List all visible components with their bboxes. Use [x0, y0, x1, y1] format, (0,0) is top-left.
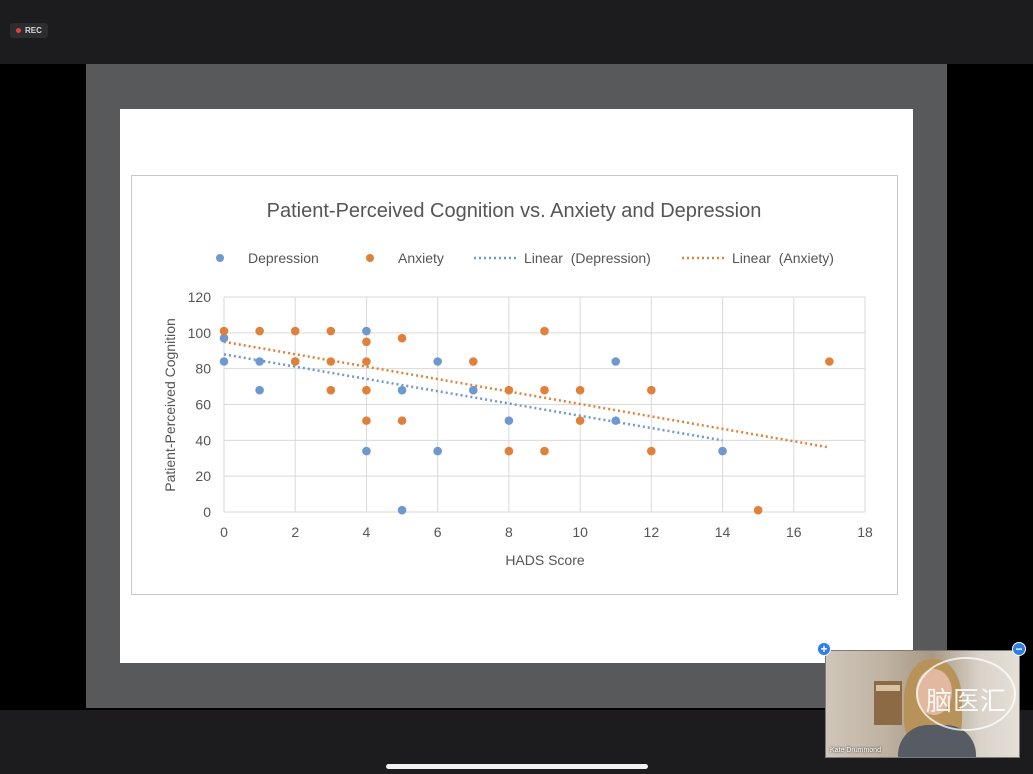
watermark-text: 脑医汇 [926, 687, 1008, 717]
depression-point [433, 357, 442, 366]
x-tick-label: 10 [572, 524, 588, 540]
y-tick-label: 60 [195, 397, 211, 413]
x-tick-label: 18 [857, 524, 873, 540]
anxiety-point [575, 385, 585, 395]
y-axis-label: Patient-Perceived Cognition [162, 318, 178, 492]
anxiety-point [825, 357, 834, 366]
chart-border [131, 175, 898, 595]
x-tick-label: 0 [220, 524, 228, 540]
x-tick-label: 12 [644, 524, 660, 540]
scatter-chart: Patient-Perceived Cognition vs. Anxiety … [162, 200, 873, 568]
y-tick-label: 0 [203, 504, 211, 520]
participant-name: Kate Drummond [830, 747, 881, 754]
anxiety-point [540, 385, 549, 395]
trendline-depression [223, 353, 723, 442]
recording-label: REC [25, 26, 42, 35]
legend-linear-anxiety-label: Linear (Anxiety) [732, 250, 834, 266]
depression-point [362, 446, 371, 456]
anxiety-point [326, 357, 336, 366]
anxiety-point [753, 505, 763, 515]
home-indicator[interactable] [386, 764, 648, 769]
chart-legend: Depression Anxiety Linear (Depression) L… [216, 250, 834, 266]
anxiety-point [255, 326, 264, 336]
trendline-anxiety [223, 340, 830, 449]
depression-point [611, 357, 621, 366]
legend-anxiety-marker [366, 254, 374, 262]
depression-point [362, 326, 371, 336]
anxiety-point [647, 385, 656, 395]
anxiety-point [647, 446, 656, 456]
x-tick-label: 16 [786, 524, 802, 540]
x-tick-label: 6 [434, 524, 442, 540]
anxiety-point [362, 337, 371, 347]
add-video-icon[interactable]: + [817, 642, 831, 656]
anxiety-point [290, 357, 300, 366]
chart-title: Patient-Perceived Cognition vs. Anxiety … [267, 200, 762, 222]
y-tick-label: 20 [195, 468, 211, 484]
anxiety-point [326, 385, 336, 395]
y-tick-label: 120 [188, 289, 212, 305]
axis-ticks: 0 2 4 6 8 10 12 14 16 18 0 20 40 60 80 100 120 [188, 289, 873, 540]
watermark-logo-icon [916, 657, 1016, 731]
legend-depression-label: Depression [248, 250, 319, 266]
legend-depression-marker [216, 254, 224, 262]
minimize-video-icon[interactable]: − [1012, 642, 1026, 656]
legend-anxiety-label: Anxiety [398, 250, 444, 266]
trendlines [223, 340, 830, 449]
x-tick-label: 4 [363, 524, 371, 540]
depression-point [255, 357, 264, 366]
depression-point [468, 385, 478, 395]
anxiety-point [362, 385, 371, 395]
x-tick-label: 14 [715, 524, 731, 540]
depression-point [255, 385, 264, 395]
x-tick-label: 2 [291, 524, 299, 540]
anxiety-point [362, 416, 371, 425]
depression-point [433, 446, 442, 456]
background-frame [876, 685, 900, 691]
anxiety-point [397, 416, 407, 425]
anxiety-point [397, 333, 407, 343]
recording-badge[interactable]: REC [10, 23, 48, 38]
legend-linear-depression-label: Linear (Depression) [524, 250, 651, 266]
anxiety-point [540, 446, 549, 456]
y-tick-label: 100 [188, 325, 212, 341]
depression-point [397, 505, 407, 515]
depression-point [611, 416, 621, 425]
data-points [219, 326, 834, 515]
anxiety-point [219, 326, 229, 336]
anxiety-point [540, 326, 549, 336]
x-axis-label: HADS Score [505, 552, 585, 568]
depression-point [219, 357, 229, 366]
x-tick-label: 8 [505, 524, 513, 540]
anxiety-point [362, 357, 371, 366]
y-tick-label: 80 [195, 361, 211, 377]
depression-point [219, 333, 229, 343]
depression-point [397, 385, 407, 395]
anxiety-point [504, 385, 514, 395]
y-tick-label: 40 [195, 432, 211, 448]
participant-video-tile[interactable]: 脑医汇 Kate Drummond [825, 650, 1020, 758]
depression-point [718, 446, 727, 456]
top-toolbar [0, 0, 1033, 64]
record-dot-icon [16, 28, 21, 33]
depression-point [504, 416, 514, 425]
anxiety-point [468, 357, 478, 366]
anxiety-point [504, 446, 514, 456]
anxiety-point [290, 326, 300, 336]
anxiety-point [575, 416, 585, 425]
anxiety-point [326, 326, 336, 336]
